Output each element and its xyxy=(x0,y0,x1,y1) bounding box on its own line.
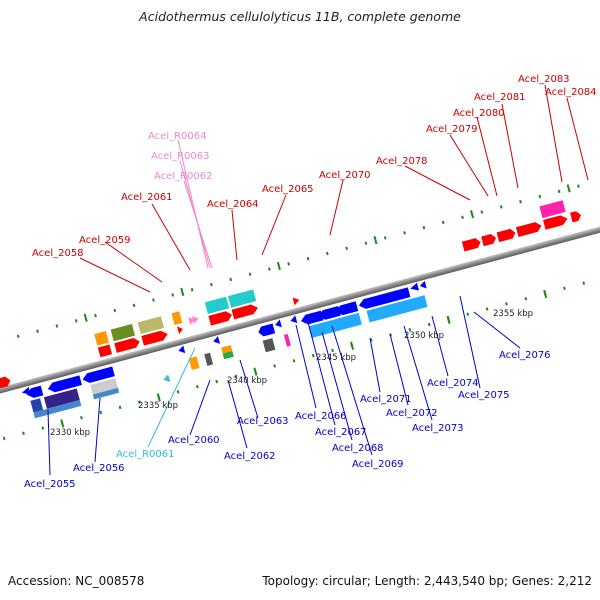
scale-label: 2345 kbp xyxy=(316,353,356,363)
scale-label: 2340 kbp xyxy=(227,376,267,386)
gene-label: Acel_2081 xyxy=(474,92,526,103)
gene-label: Acel_2060 xyxy=(168,435,220,446)
genome-backbone xyxy=(0,221,600,399)
gene-label: Acel_2079 xyxy=(426,124,478,135)
scale-label: 2350 kbp xyxy=(404,331,444,341)
upper-tick-row xyxy=(0,184,580,344)
gene-label: Acel_2078 xyxy=(376,156,428,167)
gene-label: Acel_2071 xyxy=(360,394,412,405)
gene-label: Acel_2070 xyxy=(319,170,371,181)
gene-label: Acel_2069 xyxy=(352,459,404,470)
leader-lines xyxy=(47,84,589,476)
scale-label: 2330 kbp xyxy=(50,428,90,438)
gene-label: Acel_2075 xyxy=(458,390,510,401)
gene-label: Acel_2064 xyxy=(207,199,259,210)
gene-label: Acel_2056 xyxy=(73,463,125,474)
scale-labels: 2330 kbp 2335 kbp 2340 kbp 2345 kbp 2350… xyxy=(50,309,533,438)
reverse-gene-labels: Acel_2055 Acel_2056 Acel_2060 Acel_2062 … xyxy=(24,350,551,490)
gene-label: Acel_2072 xyxy=(386,408,438,419)
rna-forward-labels: Acel_R0064 Acel_R0063 Acel_R0062 xyxy=(148,131,213,182)
rna-label: Acel_R0061 xyxy=(116,449,175,460)
gene-label: Acel_2059 xyxy=(79,235,131,246)
rna-label: Acel_R0064 xyxy=(148,131,207,142)
gene-label: Acel_2058 xyxy=(32,248,84,259)
forward-strand-genes xyxy=(0,200,581,389)
gene-label: Acel_2073 xyxy=(412,423,464,434)
scale-label: 2335 kbp xyxy=(138,401,178,411)
gene-label: Acel_2074 xyxy=(427,378,479,389)
gene-label: Acel_2068 xyxy=(332,443,384,454)
gene-label: Acel_2063 xyxy=(237,416,289,427)
gene-label: Acel_2062 xyxy=(224,451,276,462)
gene-label: Acel_2084 xyxy=(545,87,597,98)
gene-label: Acel_2066 xyxy=(295,411,347,422)
gene-label: Acel_2067 xyxy=(315,427,367,438)
lower-tick-row xyxy=(2,281,586,441)
gene-label: Acel_2065 xyxy=(262,184,314,195)
reverse-strand-genes xyxy=(21,280,428,419)
rna-reverse-labels: Acel_R0061 xyxy=(116,449,175,460)
gene-label: Acel_2080 xyxy=(453,108,505,119)
genome-stats: Topology: circular; Length: 2,443,540 bp… xyxy=(262,574,592,588)
scale-label: 2355 kbp xyxy=(493,309,533,319)
rna-label: Acel_R0063 xyxy=(151,151,210,162)
genome-title: Acidothermus cellulolyticus 11B, complet… xyxy=(139,9,461,24)
accession-label: Accession: NC_008578 xyxy=(8,574,145,588)
gene-label: Acel_2076 xyxy=(499,350,551,361)
rna-label: Acel_R0062 xyxy=(154,171,213,182)
forward-gene-labels: Acel_2058 Acel_2059 Acel_2061 Acel_2064 … xyxy=(32,74,597,259)
gene-label: Acel_2055 xyxy=(24,479,76,490)
gene-label: Acel_2083 xyxy=(518,74,570,85)
gene-label: Acel_2061 xyxy=(121,192,173,203)
